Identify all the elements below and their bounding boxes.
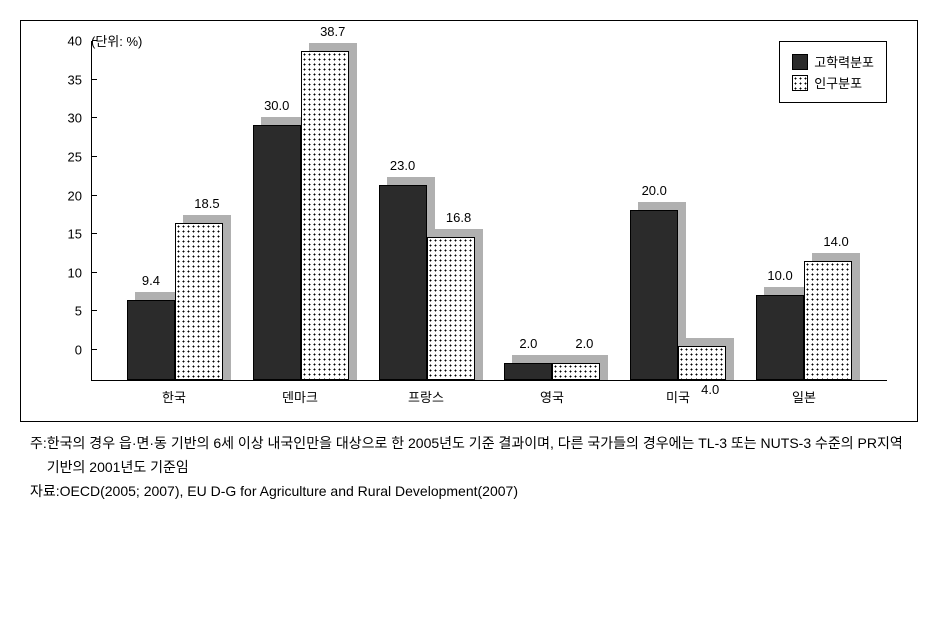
x-axis-label: 일본 <box>756 381 852 411</box>
bar-wrap: 9.4 <box>127 300 175 380</box>
y-tick-label: 0 <box>52 343 82 358</box>
bar-wrap: 2.0 <box>504 363 552 380</box>
bars-row: 9.418.530.038.723.016.82.02.020.04.010.0… <box>92 41 887 380</box>
bar-value-label: 14.0 <box>812 234 860 249</box>
bar-series1 <box>253 125 301 380</box>
y-tick-label: 25 <box>52 149 82 164</box>
bar-series1 <box>504 363 552 380</box>
plot-area: 0510152025303540 9.418.530.038.723.016.8… <box>91 41 887 381</box>
bar-group: 30.038.7 <box>253 51 349 380</box>
source-line: 자료: OECD(2005; 2007), EU D-G for Agricul… <box>30 480 908 504</box>
y-tick-label: 10 <box>52 265 82 280</box>
bar-wrap: 38.7 <box>301 51 349 380</box>
y-tick-label: 30 <box>52 111 82 126</box>
y-tick-label: 5 <box>52 304 82 319</box>
bar-wrap: 20.0 <box>630 210 678 380</box>
bar-value-label: 38.7 <box>309 24 357 39</box>
bar-value-label: 20.0 <box>630 183 678 198</box>
bar-series2 <box>301 51 349 380</box>
note-prefix: 주: <box>30 432 47 480</box>
note-line: 주: 한국의 경우 읍·면·동 기반의 6세 이상 내국인만을 대상으로 한 2… <box>30 432 908 480</box>
bar-group: 2.02.0 <box>504 363 600 380</box>
note-body: 한국의 경우 읍·면·동 기반의 6세 이상 내국인만을 대상으로 한 2005… <box>47 432 908 480</box>
bar-value-label: 30.0 <box>253 98 301 113</box>
bar-group: 20.04.0 <box>630 210 726 380</box>
x-axis-label: 프랑스 <box>378 381 474 411</box>
bar-series1 <box>127 300 175 380</box>
bar-group: 10.014.0 <box>756 261 852 380</box>
bar-wrap: 23.0 <box>379 185 427 381</box>
bar-wrap: 10.0 <box>756 295 804 380</box>
bar-series2 <box>427 237 475 380</box>
bar-wrap: 4.0 <box>678 346 726 380</box>
bar-group: 23.016.8 <box>379 185 475 381</box>
x-axis-label: 덴마크 <box>252 381 348 411</box>
bar-series1 <box>756 295 804 380</box>
x-axis-label: 미국 <box>630 381 726 411</box>
x-axis-label: 한국 <box>126 381 222 411</box>
x-labels: 한국 덴마크 프랑스 영국 미국 일본 <box>91 381 887 411</box>
bar-value-label: 9.4 <box>127 273 175 288</box>
y-tick-label: 35 <box>52 72 82 87</box>
y-tick-label: 40 <box>52 34 82 49</box>
bar-value-label: 18.5 <box>183 196 231 211</box>
bar-series1 <box>630 210 678 380</box>
bar-group: 9.418.5 <box>127 223 223 380</box>
y-tick-label: 20 <box>52 188 82 203</box>
bar-series1 <box>379 185 427 381</box>
plot: 0510152025303540 9.418.530.038.723.016.8… <box>91 41 887 411</box>
bar-value-label: 10.0 <box>756 268 804 283</box>
x-axis-label: 영국 <box>504 381 600 411</box>
bar-wrap: 30.0 <box>253 125 301 380</box>
bar-value-label: 2.0 <box>560 336 608 351</box>
notes-section: 주: 한국의 경우 읍·면·동 기반의 6세 이상 내국인만을 대상으로 한 2… <box>20 432 918 503</box>
source-prefix: 자료: <box>30 480 60 504</box>
bar-wrap: 14.0 <box>804 261 852 380</box>
y-tick-label: 15 <box>52 227 82 242</box>
bar-wrap: 2.0 <box>552 363 600 380</box>
bar-series2 <box>175 223 223 380</box>
source-body: OECD(2005; 2007), EU D-G for Agriculture… <box>60 480 908 504</box>
bar-value-label: 16.8 <box>435 210 483 225</box>
bar-series2 <box>804 261 852 380</box>
chart-container: (단위: %) 고학력분포 인구분포 0510152025303540 9.41… <box>20 20 918 422</box>
bar-value-label: 23.0 <box>379 158 427 173</box>
y-axis: 0510152025303540 <box>82 41 92 350</box>
bar-series2 <box>678 346 726 380</box>
bar-wrap: 18.5 <box>175 223 223 380</box>
bar-series2 <box>552 363 600 380</box>
bar-value-label: 2.0 <box>504 336 552 351</box>
bar-wrap: 16.8 <box>427 237 475 380</box>
